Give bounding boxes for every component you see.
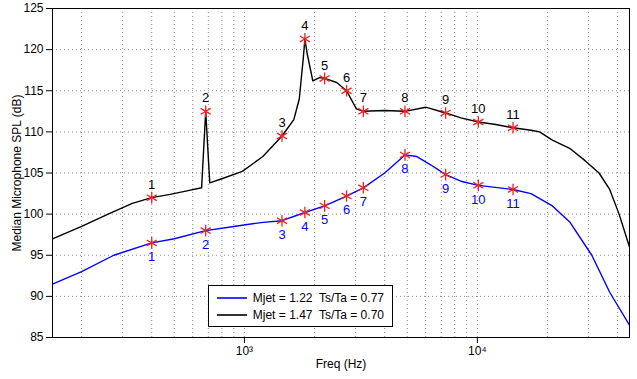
svg-text:3: 3 xyxy=(278,227,285,242)
svg-text:125: 125 xyxy=(23,1,43,15)
svg-text:120: 120 xyxy=(23,42,43,56)
svg-text:2: 2 xyxy=(202,237,209,252)
svg-text:9: 9 xyxy=(442,181,449,196)
svg-text:95: 95 xyxy=(30,248,44,262)
svg-text:105: 105 xyxy=(23,166,43,180)
svg-text:4: 4 xyxy=(301,18,308,33)
svg-text:5: 5 xyxy=(321,58,328,73)
svg-text:10⁴: 10⁴ xyxy=(468,344,487,358)
svg-text:3: 3 xyxy=(278,115,285,130)
svg-text:6: 6 xyxy=(343,70,350,85)
svg-text:11: 11 xyxy=(506,196,520,211)
svg-text:Freq (Hz): Freq (Hz) xyxy=(316,357,367,371)
svg-text:4: 4 xyxy=(301,219,308,234)
svg-text:5: 5 xyxy=(321,212,328,227)
html-text:Mjet = 1.47 Ts/Ta = 0.70: Mjet = 1.47 Ts/Ta = 0.70 xyxy=(252,307,384,322)
svg-text:90: 90 xyxy=(30,289,44,303)
svg-text:1: 1 xyxy=(148,177,155,192)
svg-text:11: 11 xyxy=(506,107,520,122)
svg-text:10: 10 xyxy=(471,191,485,206)
svg-text:100: 100 xyxy=(23,207,43,221)
svg-text:85: 85 xyxy=(30,330,44,344)
svg-text:8: 8 xyxy=(401,90,408,105)
svg-text:7: 7 xyxy=(360,90,367,105)
svg-text:6: 6 xyxy=(343,202,350,217)
svg-text:110: 110 xyxy=(24,125,43,139)
svg-text:9: 9 xyxy=(442,92,449,107)
svg-text:10³: 10³ xyxy=(236,344,253,358)
svg-text:2: 2 xyxy=(202,90,209,105)
svg-text:Median Microphone SPL (dB): Median Microphone SPL (dB) xyxy=(10,95,24,252)
svg-text:1: 1 xyxy=(148,249,155,264)
svg-text:7: 7 xyxy=(360,194,367,209)
svg-text:10: 10 xyxy=(471,101,485,116)
html-text:Mjet = 1.22 Ts/Ta = 0.77: Mjet = 1.22 Ts/Ta = 0.77 xyxy=(252,290,384,305)
svg-text:115: 115 xyxy=(24,84,43,98)
svg-text:8: 8 xyxy=(401,161,408,176)
